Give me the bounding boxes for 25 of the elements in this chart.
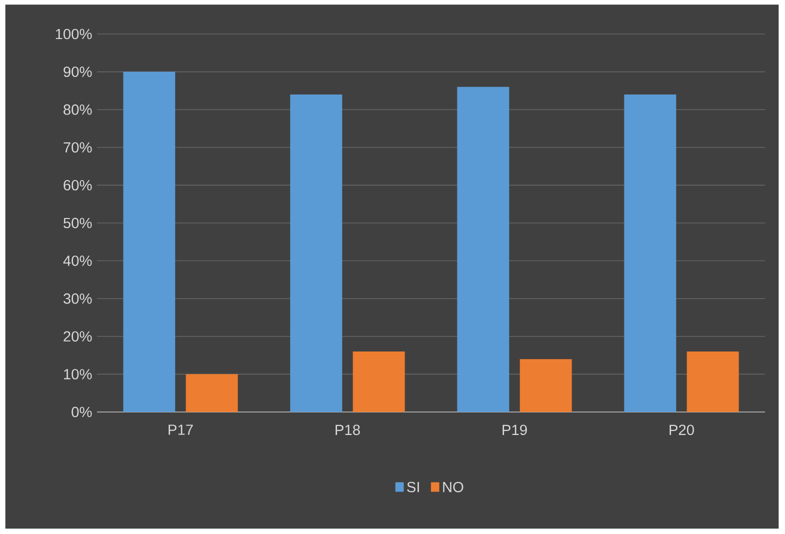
y-tick-label: 30%: [64, 293, 92, 304]
bar: [686, 352, 739, 412]
legend-label: NO: [443, 482, 464, 492]
y-tick-label: 40%: [63, 256, 92, 266]
y-tick-label: 80%: [64, 104, 92, 115]
y-tick-label: 90%: [64, 66, 92, 77]
bar: [457, 86, 510, 412]
bar: [123, 72, 176, 412]
y-tick-label: 70%: [64, 142, 92, 153]
x-tick-label: P18: [336, 424, 360, 436]
x-tick-label: P20: [670, 424, 694, 436]
bar: [352, 352, 405, 412]
y-tick-label: 60%: [64, 180, 92, 190]
y-tick-label: 10%: [64, 369, 92, 380]
y-tick-label: 0%: [72, 406, 92, 418]
legend-label: SI: [407, 482, 419, 492]
y-tick-label: 50%: [64, 218, 92, 228]
x-tick-label: P19: [502, 424, 527, 436]
y-tick-label: 20%: [64, 331, 92, 342]
y-tick-label: 100%: [56, 28, 92, 40]
bar: [520, 359, 572, 412]
x-tick-label: P17: [168, 424, 193, 435]
bar: [290, 94, 342, 412]
bar: [186, 374, 238, 412]
bar: [624, 94, 676, 412]
